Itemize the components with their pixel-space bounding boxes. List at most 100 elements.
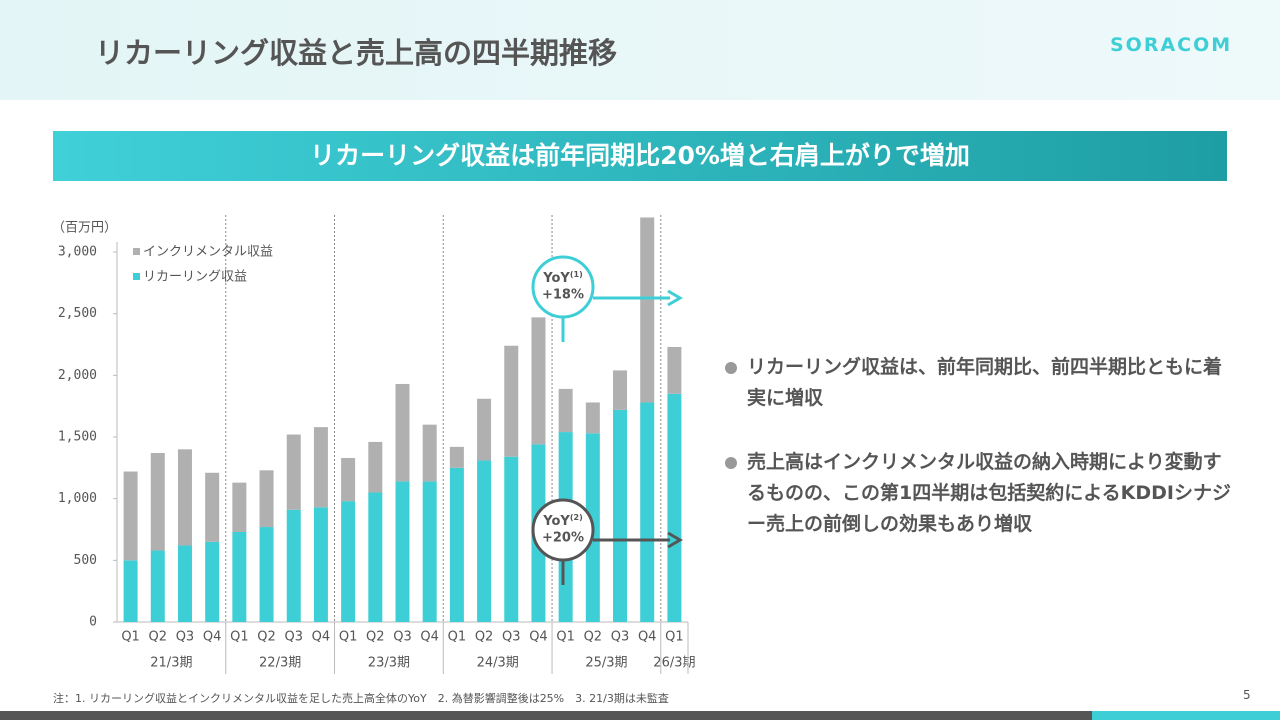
bar — [177, 545, 192, 622]
bar — [286, 509, 301, 622]
y-tick-label: 2,500 — [58, 306, 97, 321]
x-tick-label: Q2 — [149, 630, 168, 645]
bar — [123, 471, 138, 561]
group-label: 26/3期 — [653, 656, 695, 671]
group-label: 23/3期 — [368, 656, 410, 671]
legend-swatch — [133, 248, 140, 255]
annot-note: (2) — [570, 513, 583, 522]
bullet: 売上高はインクリメンタル収益の納入時期により変動するものの、この第1四半期は包括… — [725, 447, 1237, 540]
bar — [395, 481, 410, 622]
arrow-head — [667, 289, 683, 307]
bar — [422, 481, 437, 622]
bar — [531, 317, 546, 445]
bar — [368, 492, 383, 622]
bar — [313, 427, 328, 508]
bar — [150, 453, 165, 551]
x-tick-label: Q1 — [121, 630, 140, 645]
bar — [395, 383, 410, 482]
bar — [341, 501, 356, 622]
bar — [667, 393, 682, 622]
bar — [341, 457, 356, 502]
annot-label: YoY(1) — [542, 270, 582, 286]
annot-value: +20% — [542, 531, 584, 546]
bar — [232, 531, 247, 622]
footer-bar — [0, 711, 1280, 720]
annot-label: YoY(2) — [542, 513, 582, 529]
bar — [150, 550, 165, 622]
bar — [667, 346, 682, 394]
x-tick-label: Q4 — [203, 630, 222, 645]
y-tick-label: 0 — [89, 615, 97, 630]
bar — [477, 398, 492, 461]
bar — [613, 370, 628, 410]
arrow-head — [667, 531, 683, 549]
bar — [613, 409, 628, 622]
x-tick-label: Q4 — [420, 630, 439, 645]
bar — [232, 482, 247, 532]
y-label: （百万円） — [52, 221, 117, 236]
y-tick-label: 2,000 — [58, 368, 97, 383]
x-tick-label: Q1 — [665, 630, 684, 645]
y-tick-label: 3,000 — [58, 245, 97, 260]
bar — [585, 402, 600, 434]
x-tick-label: Q1 — [556, 630, 575, 645]
chart: （百万円） 0 500 1,000 1,500 2,000 2,500 3,000 Q1 Q2 Q… — [52, 215, 696, 674]
x-tick-label: Q3 — [176, 630, 195, 645]
bar — [504, 345, 519, 457]
logo: SORACOM — [1110, 34, 1233, 56]
bar — [449, 446, 464, 468]
bar — [259, 527, 274, 622]
bar — [504, 456, 519, 622]
bar — [640, 217, 655, 403]
bar — [123, 560, 138, 622]
annot-note: (1) — [570, 270, 583, 279]
annot-circle — [531, 255, 595, 319]
bar — [259, 470, 274, 528]
x-tick-label: Q2 — [584, 630, 603, 645]
bar — [286, 434, 301, 510]
bar — [422, 424, 437, 482]
bar — [640, 402, 655, 622]
bar — [313, 507, 328, 622]
group-label: 21/3期 — [150, 656, 192, 671]
x-tick-label: Q1 — [230, 630, 249, 645]
x-tick-label: Q1 — [448, 630, 467, 645]
annot-text: YoY — [542, 271, 570, 286]
header-bg — [0, 0, 1280, 100]
x-tick-label: Q4 — [638, 630, 657, 645]
y-tick-label: 1,500 — [58, 430, 97, 445]
bar — [477, 460, 492, 622]
group-label: 25/3期 — [585, 656, 627, 671]
legend-swatch — [133, 273, 140, 280]
x-tick-label: Q3 — [611, 630, 630, 645]
bullet: リカーリング収益は、前年同期比、前四半期比ともに着実に増収 — [725, 352, 1237, 414]
legend-label: インクリメンタル収益 — [143, 245, 273, 260]
bar — [368, 441, 383, 493]
x-tick-label: Q3 — [284, 630, 303, 645]
bar — [449, 467, 464, 622]
x-tick-label: Q2 — [366, 630, 385, 645]
bar — [558, 388, 573, 433]
annot-value: +18% — [542, 288, 584, 303]
annot-text: YoY — [542, 514, 570, 529]
page-number: 5 — [1243, 688, 1251, 702]
y-tick-label: 1,000 — [58, 491, 97, 506]
x-tick-label: Q2 — [257, 630, 276, 645]
bar — [205, 472, 220, 542]
y-tick-label: 500 — [74, 553, 97, 568]
x-tick-label: Q3 — [393, 630, 412, 645]
title: リカーリング収益と売上高の四半期推移 — [95, 36, 618, 70]
footer-accent — [1092, 711, 1280, 720]
x-tick-label: Q1 — [339, 630, 358, 645]
banner: リカーリング収益は前年同期比20%増と右肩上がりで増加 — [53, 131, 1227, 181]
x-tick-label: Q2 — [475, 630, 494, 645]
annot-circle — [531, 498, 595, 562]
x-tick-label: Q4 — [312, 630, 331, 645]
x-tick-label: Q4 — [529, 630, 548, 645]
group-label: 24/3期 — [477, 656, 519, 671]
x-tick-label: Q3 — [502, 630, 521, 645]
footnote: 注：1. リカーリング収益とインクリメンタル収益を足した売上高全体のYoY 2.… — [53, 692, 669, 705]
bar — [205, 541, 220, 622]
group-label: 22/3期 — [259, 656, 301, 671]
